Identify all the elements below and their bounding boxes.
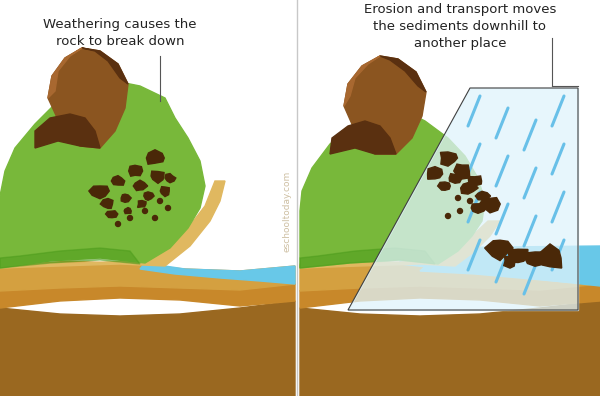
Text: Erosion and transport moves
the sediments downhill to
another place: Erosion and transport moves the sediment… (364, 3, 556, 50)
Polygon shape (0, 261, 295, 291)
Polygon shape (112, 176, 125, 185)
Polygon shape (461, 183, 478, 194)
Polygon shape (479, 198, 500, 213)
Polygon shape (0, 301, 295, 396)
Polygon shape (485, 240, 513, 261)
Polygon shape (504, 256, 516, 268)
Polygon shape (475, 191, 491, 200)
Polygon shape (428, 167, 443, 179)
Polygon shape (300, 248, 435, 268)
Circle shape (152, 215, 157, 221)
Text: Weathering causes the
rock to break down: Weathering causes the rock to break down (43, 18, 197, 48)
Polygon shape (140, 263, 295, 284)
Polygon shape (330, 121, 396, 154)
Text: eschooltoday.com: eschooltoday.com (283, 170, 292, 251)
Polygon shape (165, 173, 176, 183)
Circle shape (157, 198, 163, 204)
Polygon shape (380, 56, 426, 92)
Polygon shape (146, 150, 164, 164)
Circle shape (455, 196, 460, 200)
Polygon shape (144, 192, 154, 200)
Polygon shape (121, 194, 131, 202)
Circle shape (143, 209, 148, 213)
Polygon shape (133, 180, 148, 190)
Polygon shape (0, 181, 225, 268)
Polygon shape (468, 176, 482, 186)
Circle shape (166, 206, 170, 211)
Polygon shape (300, 111, 485, 268)
Polygon shape (300, 221, 500, 268)
Polygon shape (100, 198, 113, 208)
Polygon shape (300, 284, 600, 308)
Polygon shape (0, 248, 140, 268)
Polygon shape (151, 171, 164, 183)
Polygon shape (471, 204, 487, 213)
Polygon shape (344, 56, 426, 154)
Polygon shape (160, 187, 169, 196)
Circle shape (457, 209, 463, 213)
Polygon shape (437, 182, 451, 190)
Polygon shape (508, 249, 528, 263)
Polygon shape (300, 261, 600, 291)
Polygon shape (48, 48, 82, 98)
Polygon shape (137, 200, 146, 208)
Polygon shape (449, 174, 462, 183)
Circle shape (467, 198, 472, 204)
Polygon shape (124, 208, 131, 213)
Polygon shape (534, 244, 562, 268)
Polygon shape (0, 284, 295, 308)
Polygon shape (35, 114, 100, 148)
Polygon shape (400, 246, 600, 286)
Polygon shape (454, 164, 470, 179)
Circle shape (116, 221, 121, 227)
Polygon shape (82, 48, 128, 84)
Circle shape (128, 215, 133, 221)
Polygon shape (344, 56, 380, 106)
Polygon shape (89, 186, 109, 199)
Circle shape (445, 213, 451, 219)
Polygon shape (48, 48, 128, 148)
Polygon shape (106, 211, 118, 218)
Polygon shape (525, 252, 546, 266)
Polygon shape (420, 264, 600, 284)
Polygon shape (300, 301, 600, 396)
Polygon shape (348, 88, 578, 310)
Polygon shape (128, 165, 143, 176)
Polygon shape (440, 152, 457, 166)
Polygon shape (0, 81, 205, 268)
